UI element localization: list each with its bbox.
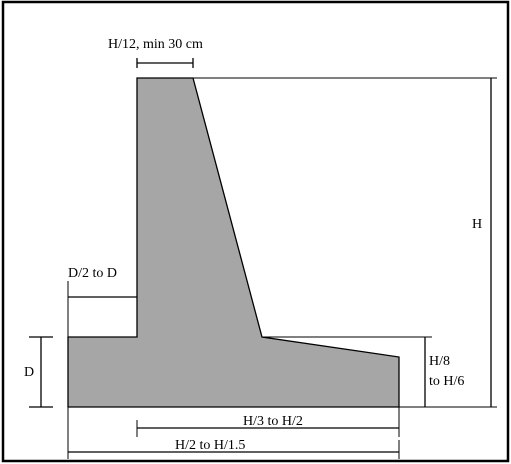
toe-projection-dimension <box>67 281 137 337</box>
height-label: H <box>472 217 482 232</box>
crest-width-dimension <box>136 58 194 68</box>
height-dimension <box>193 77 497 408</box>
base-thickness-label-line1: H/8 <box>429 354 450 369</box>
base-depth-label: D <box>24 365 34 380</box>
heel-length-dimension <box>136 407 400 437</box>
crest-width-label: H/12, min 30 cm <box>108 37 203 52</box>
base-thickness-dimension <box>262 336 432 407</box>
base-thickness-label-line2: to H/6 <box>429 374 464 389</box>
base-depth-dimension <box>29 336 53 408</box>
base-width-dimension <box>67 407 400 459</box>
heel-length-label: H/3 to H/2 <box>243 414 303 429</box>
toe-projection-label: D/2 to D <box>68 266 117 281</box>
base-width-label: H/2 to H/1.5 <box>175 438 245 453</box>
